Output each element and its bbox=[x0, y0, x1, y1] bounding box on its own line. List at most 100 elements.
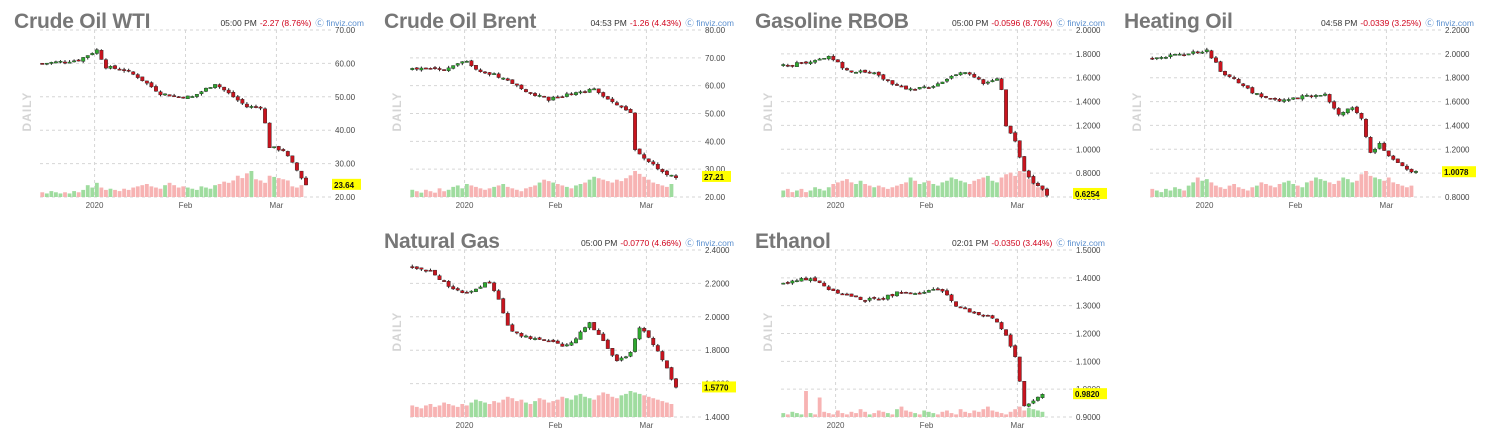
volume-bar bbox=[1341, 177, 1346, 197]
volume-bar bbox=[483, 402, 487, 417]
x-tick-label: 2020 bbox=[1196, 201, 1214, 210]
volume-bar bbox=[113, 189, 117, 197]
candle bbox=[651, 161, 656, 165]
volume-bar bbox=[1323, 180, 1327, 197]
volume-bar bbox=[587, 398, 592, 417]
volume-bar bbox=[208, 188, 213, 197]
volume-bar bbox=[655, 399, 660, 417]
volume-bar bbox=[501, 184, 506, 197]
candle bbox=[1017, 140, 1022, 158]
candle bbox=[483, 282, 487, 288]
chart-panel: 80.00 70.00 60.00 50.00 40.00 30.00 20.00 2020 F… bbox=[384, 10, 754, 217]
volume-bar bbox=[940, 182, 945, 197]
volume-bar bbox=[804, 192, 808, 197]
volume-bar bbox=[931, 184, 936, 197]
y-tick-label: 2.4000 bbox=[705, 246, 730, 255]
volume-bar bbox=[1177, 188, 1182, 197]
volume-bar bbox=[1013, 175, 1018, 197]
source-link[interactable]: Ⓒ finviz.com bbox=[685, 18, 734, 28]
volume-bar bbox=[881, 187, 886, 197]
volume-bar bbox=[537, 398, 542, 417]
volume-bar bbox=[1150, 188, 1155, 197]
candle bbox=[935, 83, 940, 87]
y-tick-label: 30.00 bbox=[335, 160, 356, 169]
candle bbox=[651, 338, 656, 345]
candle bbox=[1336, 108, 1341, 115]
candle bbox=[876, 298, 881, 301]
candle bbox=[1332, 101, 1337, 109]
candle bbox=[1022, 156, 1027, 172]
volume-bar bbox=[1040, 411, 1045, 417]
volume-bar bbox=[1350, 182, 1355, 197]
source-link[interactable]: Ⓒ finviz.com bbox=[315, 18, 364, 28]
x-tick-label: 2020 bbox=[456, 421, 474, 430]
candle bbox=[876, 71, 881, 76]
volume-bar bbox=[642, 395, 647, 417]
x-tick-label: Mar bbox=[1380, 201, 1394, 210]
candle bbox=[267, 122, 272, 149]
candle bbox=[614, 354, 619, 362]
candle bbox=[976, 312, 981, 316]
volume-bar bbox=[790, 192, 795, 197]
last-price-badge bbox=[1073, 187, 1107, 199]
volume-bar bbox=[995, 182, 999, 197]
candle bbox=[895, 84, 899, 86]
candle bbox=[840, 293, 845, 296]
volume-bar bbox=[487, 188, 492, 197]
candle bbox=[194, 93, 199, 97]
candle bbox=[605, 96, 610, 100]
y-tick-label: 70.00 bbox=[705, 54, 726, 63]
volume-bar bbox=[876, 185, 881, 197]
candle bbox=[514, 331, 519, 334]
candle bbox=[1414, 171, 1418, 173]
candle bbox=[908, 88, 913, 91]
volume-bar bbox=[226, 182, 231, 197]
candle bbox=[213, 84, 217, 88]
y-tick-label: 1.5000 bbox=[1076, 246, 1101, 255]
volume-bar bbox=[433, 192, 437, 197]
candle bbox=[890, 293, 895, 297]
volume-bar bbox=[949, 413, 954, 417]
source-link[interactable]: Ⓒ finviz.com bbox=[1056, 238, 1105, 248]
y-tick-label: 0.9000 bbox=[1076, 413, 1101, 422]
candle bbox=[501, 77, 506, 80]
candle bbox=[895, 291, 899, 297]
candle bbox=[1022, 381, 1027, 407]
candle bbox=[990, 80, 995, 83]
candle bbox=[1350, 107, 1355, 110]
candle bbox=[533, 338, 537, 340]
volume-bar bbox=[826, 187, 831, 197]
volume-bar bbox=[501, 399, 506, 417]
candle bbox=[1373, 149, 1377, 153]
candle bbox=[785, 282, 790, 284]
volume-bar bbox=[410, 405, 415, 417]
candle bbox=[1026, 403, 1031, 407]
volume-bar bbox=[533, 185, 537, 197]
candle bbox=[1004, 329, 1008, 336]
quote-time: 05:00 PM bbox=[220, 18, 257, 28]
volume-bar bbox=[610, 182, 615, 197]
volume-bar bbox=[990, 410, 995, 417]
candle bbox=[442, 280, 447, 282]
volume-bar bbox=[104, 189, 108, 197]
source-link[interactable]: Ⓒ finviz.com bbox=[1056, 18, 1105, 28]
volume-bar bbox=[614, 398, 619, 417]
candle bbox=[963, 307, 968, 310]
volume-bar bbox=[469, 402, 474, 417]
candle bbox=[1031, 176, 1036, 184]
volume-bar bbox=[990, 180, 995, 197]
candle bbox=[863, 300, 868, 302]
y-tick-label: 20.00 bbox=[335, 193, 356, 202]
volume-bar bbox=[583, 396, 587, 417]
candle bbox=[605, 339, 610, 349]
candle bbox=[867, 297, 872, 301]
candle bbox=[1304, 95, 1309, 97]
source-link[interactable]: Ⓒ finviz.com bbox=[685, 238, 734, 248]
source-link[interactable]: Ⓒ finviz.com bbox=[1425, 18, 1474, 28]
volume-bar bbox=[446, 404, 451, 417]
candle bbox=[610, 98, 615, 102]
candle bbox=[474, 288, 478, 292]
candle bbox=[858, 296, 863, 300]
volume-bar bbox=[795, 190, 799, 197]
volume-bar bbox=[281, 179, 286, 197]
